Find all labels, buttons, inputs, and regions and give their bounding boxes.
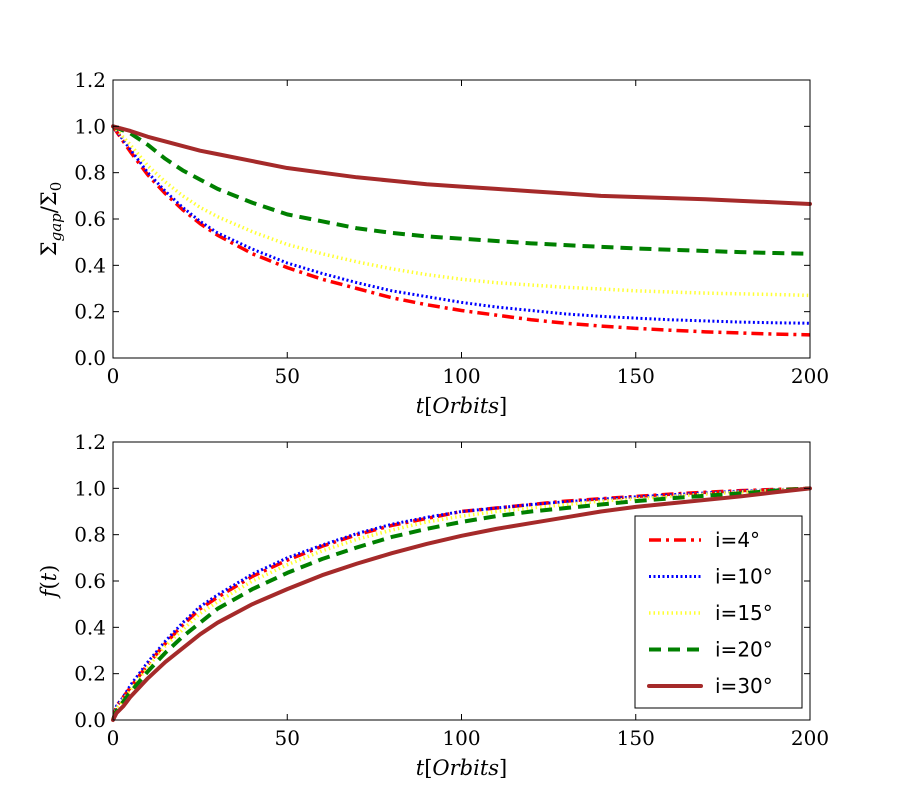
bottom-xtick-label: 200 [791, 726, 829, 750]
top-ylabel: Σgap/Σ0 [37, 182, 65, 257]
top-xtick-label: 200 [791, 364, 829, 388]
legend-label-i-10: i=10° [715, 565, 773, 589]
bottom-xtick-label: 150 [617, 726, 655, 750]
top-xtick-label: 0 [107, 364, 120, 388]
bottom-xtick-label: 100 [442, 726, 480, 750]
top-ytick-label: 0.0 [74, 346, 106, 370]
top-ytick-label: 0.4 [74, 253, 106, 277]
bottom-series-i-10 [111, 486, 811, 721]
bottom-series-i-20 [111, 486, 811, 721]
top-ytick-label: 1.0 [74, 114, 106, 138]
legend-label-i-20: i=20° [715, 638, 773, 662]
top-panel: 0 50 100 150 200 0.0 0.2 0.4 0.6 0.8 1.0 1.2 t[Orbit… [37, 68, 829, 418]
top-ytick-label: 1.2 [74, 68, 106, 92]
top-series-i-4 [111, 125, 811, 337]
bottom-legend: i=4° i=10° i=15° i=20° i=30° [634, 515, 803, 709]
bottom-ytick-label: 0.0 [74, 708, 106, 732]
legend-label-i-30: i=30° [715, 674, 773, 698]
bottom-panel: 0 50 100 150 200 0.0 0.2 0.4 0.6 0.8 1.0 1.2 t[Orbit… [37, 430, 829, 780]
top-series-i-20 [112, 124, 811, 256]
bottom-series-i-4 [111, 486, 811, 721]
top-axes-frame [112, 79, 811, 359]
legend-label-i-4: i=4° [715, 528, 760, 552]
top-series-i-15 [111, 125, 811, 298]
bottom-ytick-label: 0.2 [74, 662, 106, 686]
top-xtick-label: 150 [617, 364, 655, 388]
bottom-series-i-15 [111, 486, 811, 721]
top-series-i-30 [111, 124, 812, 206]
top-series-i-10 [111, 125, 811, 325]
legend-label-i-15: i=15° [715, 601, 773, 625]
bottom-xtick-label: 50 [275, 726, 300, 750]
bottom-ytick-label: 1.2 [74, 430, 106, 454]
bottom-ytick-label: 0.4 [74, 615, 106, 639]
top-ytick-label: 0.2 [74, 300, 106, 324]
top-ytick-label: 0.6 [74, 207, 106, 231]
bottom-xlabel: t[Orbits] [416, 756, 508, 780]
bottom-series-i-30 [111, 486, 812, 722]
bottom-ytick-label: 0.8 [74, 523, 106, 547]
bottom-xtick-label: 0 [107, 726, 120, 750]
top-xtick-label: 100 [442, 364, 480, 388]
top-xtick-label: 50 [275, 364, 300, 388]
bottom-ytick-label: 1.0 [74, 476, 106, 500]
top-ytick-label: 0.8 [74, 161, 106, 185]
bottom-ytick-label: 0.6 [74, 569, 106, 593]
top-xlabel: t[Orbits] [416, 394, 508, 418]
bottom-ylabel: f(t) [37, 565, 61, 600]
